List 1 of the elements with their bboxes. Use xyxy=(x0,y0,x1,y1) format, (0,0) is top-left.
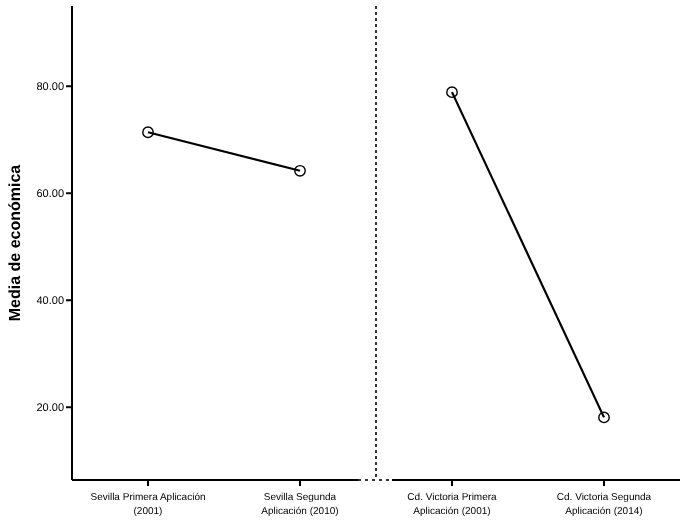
y-axis-title: Media de económica xyxy=(6,163,24,322)
